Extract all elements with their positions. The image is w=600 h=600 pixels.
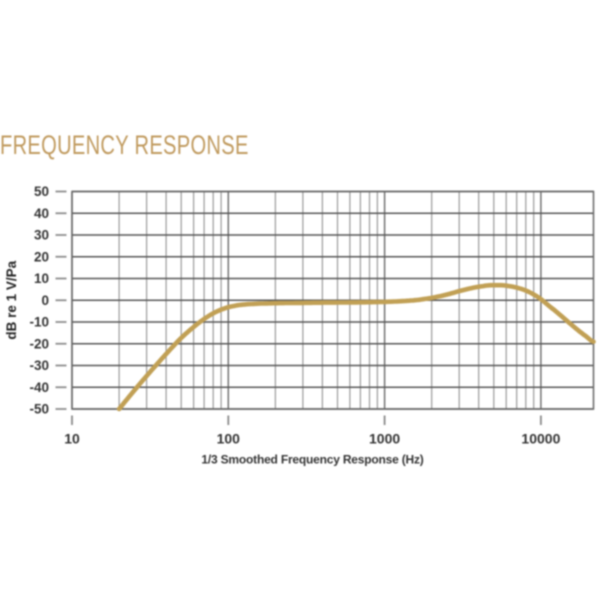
svg-text:-50: -50 — [29, 402, 49, 417]
svg-text:10: 10 — [34, 271, 49, 286]
svg-text:100: 100 — [217, 431, 241, 447]
svg-text:50: 50 — [34, 184, 49, 199]
svg-text:1/3 Smoothed Frequency Respons: 1/3 Smoothed Frequency Response (Hz) — [201, 453, 423, 467]
svg-text:-30: -30 — [29, 358, 49, 373]
svg-text:-10: -10 — [29, 315, 49, 330]
svg-text:dB re 1 V/Pa: dB re 1 V/Pa — [4, 260, 19, 339]
svg-text:40: 40 — [34, 206, 49, 221]
svg-text:20: 20 — [34, 249, 49, 264]
svg-text:-40: -40 — [29, 380, 49, 395]
svg-text:10000: 10000 — [521, 431, 560, 447]
svg-text:10: 10 — [64, 431, 80, 447]
svg-text:1000: 1000 — [369, 431, 400, 447]
svg-text:-20: -20 — [29, 336, 49, 351]
svg-text:30: 30 — [34, 228, 49, 243]
svg-text:0: 0 — [41, 293, 49, 308]
